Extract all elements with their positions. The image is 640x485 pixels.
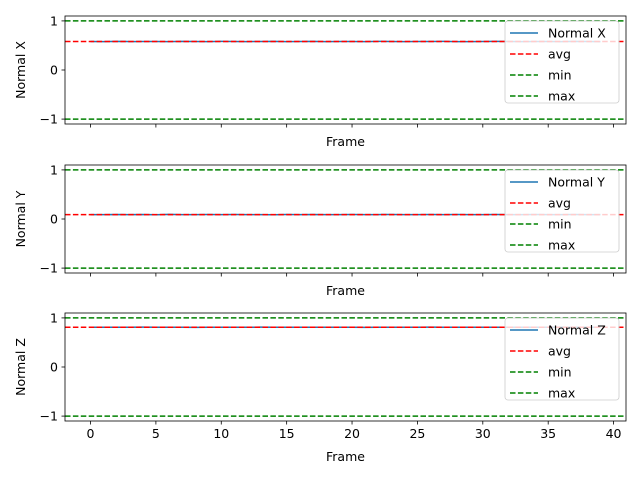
y-tick-label: 1 <box>50 310 58 325</box>
y-tick-label: −1 <box>40 261 58 276</box>
x-tick-label: 30 <box>475 426 491 441</box>
y-tick-label: 1 <box>50 162 58 177</box>
legend-label: avg <box>548 196 571 211</box>
x-tick-label: 0 <box>87 426 95 441</box>
legend-label: max <box>548 238 575 253</box>
legend-label: min <box>548 217 572 232</box>
y-tick-label: −1 <box>40 112 58 127</box>
y-tick-label: −1 <box>40 409 58 424</box>
x-axis-label: Frame <box>326 449 365 464</box>
x-tick-label: 15 <box>279 426 295 441</box>
x-tick-label: 35 <box>540 426 556 441</box>
x-tick-label: 5 <box>152 426 160 441</box>
y-axis-label: Normal Y <box>13 190 28 247</box>
legend-label: Normal X <box>548 26 606 41</box>
legend-label: min <box>548 365 572 380</box>
x-tick-label: 20 <box>344 426 360 441</box>
legend-label: Normal Y <box>548 175 605 190</box>
legend-label: max <box>548 89 575 104</box>
legend-label: avg <box>548 47 571 62</box>
legend-label: avg <box>548 344 571 359</box>
x-tick-label: 40 <box>606 426 622 441</box>
y-tick-label: 1 <box>50 13 58 28</box>
legend: Normal X avg min max <box>505 21 619 104</box>
y-axis-label: Normal X <box>13 41 28 99</box>
y-tick-label: 0 <box>50 212 58 227</box>
x-tick-label: 10 <box>213 426 229 441</box>
y-tick-label: 0 <box>50 360 58 375</box>
x-axis-label: Frame <box>326 283 365 298</box>
legend-label: max <box>548 386 575 401</box>
y-axis-label: Normal Z <box>13 338 28 396</box>
legend-label: min <box>548 68 572 83</box>
y-tick-label: 0 <box>50 63 58 78</box>
legend-label: Normal Z <box>548 323 606 338</box>
x-axis-label: Frame <box>326 134 365 149</box>
x-tick-label: 25 <box>409 426 425 441</box>
legend: Normal Z avg min max <box>505 318 619 401</box>
subplot-1: −1 0 1 Frame Normal X Normal X avg min max <box>13 13 626 149</box>
legend: Normal Y avg min max <box>505 170 619 253</box>
subplot-2: −1 0 1 Frame Normal Y Normal Y avg min max <box>13 162 626 298</box>
